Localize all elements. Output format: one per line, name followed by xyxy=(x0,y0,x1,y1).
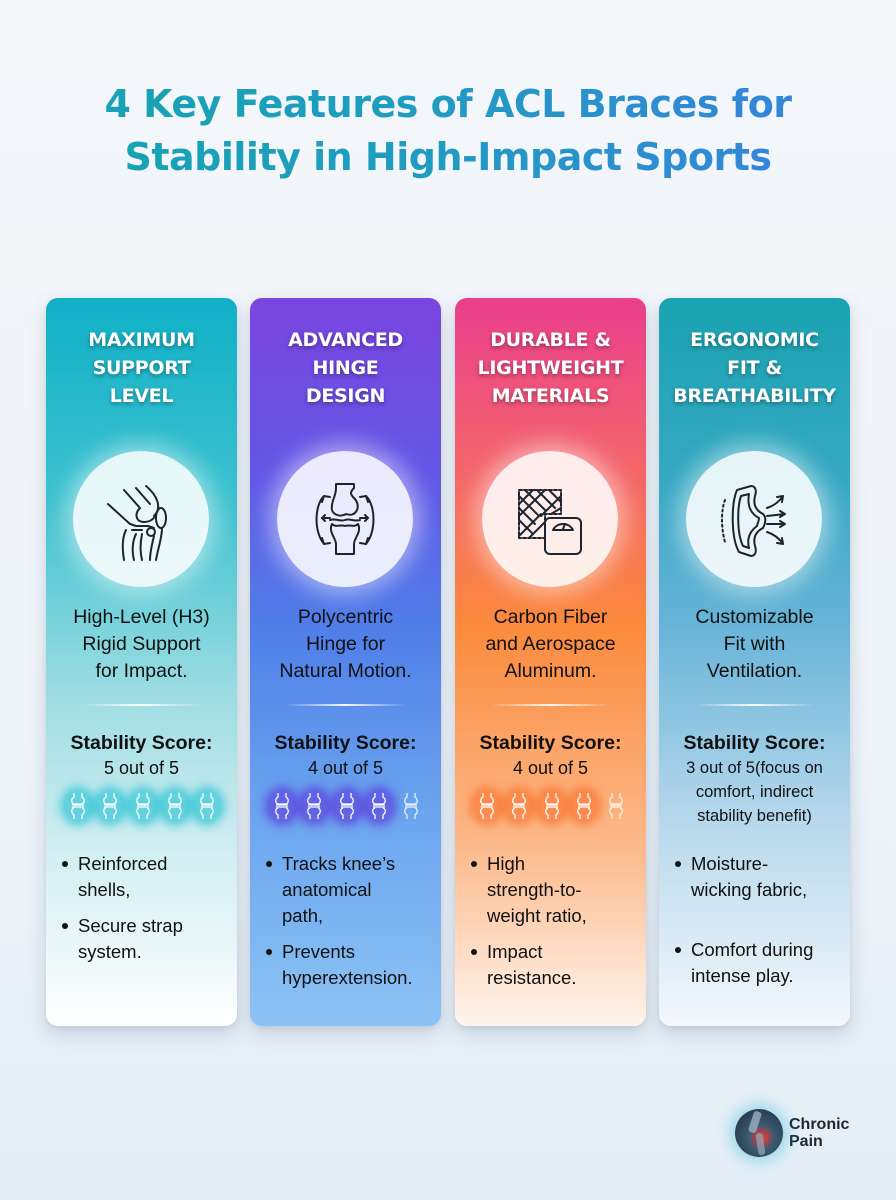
stability-score-value: 4 out of 5 xyxy=(307,758,384,778)
card-title: DURABLE & LIGHTWEIGHT MATERIALS xyxy=(477,329,624,407)
feature-description: Carbon Fiber and Aerospace Aluminum. xyxy=(485,606,616,682)
bullet-item: Comfort during intense play. xyxy=(673,937,848,989)
knee-pain-logo-icon xyxy=(735,1109,783,1157)
title-line-1: 4 Key Features of ACL Braces for xyxy=(104,82,792,126)
card-title: ADVANCED HINGE DESIGN xyxy=(288,329,403,407)
joint-rating-icon-filled xyxy=(506,791,533,821)
feature-bullet-list: Moisture- wicking fabric, Comfort during… xyxy=(673,851,848,999)
bullet-item: High strength-to- weight ratio, xyxy=(469,851,644,929)
joint-rating-icon-filled xyxy=(269,791,295,821)
divider xyxy=(81,704,202,706)
brand-name: Chronic Pain xyxy=(789,1116,850,1150)
icon-badge xyxy=(686,451,822,587)
brand-logo: Chronic Pain xyxy=(735,1108,849,1158)
card-title: MAXIMUM SUPPORT LEVEL xyxy=(88,329,195,407)
stability-score-value: 5 out of 5 xyxy=(103,758,180,778)
icon-badge xyxy=(277,451,413,587)
feature-card-materials: DURABLE & LIGHTWEIGHT MATERIALS Carbon F… xyxy=(455,298,646,1026)
stability-score-label: Stability Score: xyxy=(479,732,622,754)
page-title: 4 Key Features of ACL Braces for Stabili… xyxy=(0,78,896,184)
joint-rating-icon-filled xyxy=(538,791,565,821)
feature-description: Polycentric Hinge for Natural Motion. xyxy=(279,606,412,682)
bullet-item: Moisture- wicking fabric, xyxy=(673,851,848,903)
joint-rating-icon-filled xyxy=(129,791,156,821)
joint-rating-icon-filled xyxy=(474,791,500,821)
joint-rating-icon-filled xyxy=(365,791,392,821)
feature-bullet-list: High strength-to- weight ratio, Impact r… xyxy=(469,851,644,1001)
joint-rating-icon-filled xyxy=(333,791,360,821)
bullet-item: Prevents hyperextension. xyxy=(264,939,439,991)
bullet-item: Tracks knee’s anatomical path, xyxy=(264,851,439,929)
joint-rating-icon-filled xyxy=(65,791,91,821)
icon-badge xyxy=(482,451,618,587)
stability-score-value: 3 out of 5(focus on comfort, indirect st… xyxy=(686,759,823,825)
stability-score-label: Stability Score: xyxy=(70,732,213,754)
joint-rating-icon-filled xyxy=(97,791,124,821)
joint-rating-icon-filled xyxy=(570,791,597,821)
divider xyxy=(285,704,406,706)
feature-card-ergonomic-fit: ERGONOMIC FIT & BREATHABILITY Customizab… xyxy=(659,298,850,1026)
title-line-2: Stability in High-Impact Sports xyxy=(124,135,772,179)
card-title: ERGONOMIC FIT & BREATHABILITY xyxy=(673,329,836,407)
joint-rating-icon-filled xyxy=(301,791,328,821)
divider xyxy=(490,704,611,706)
feature-card-hinge-design: ADVANCED HINGE DESIGN Polycentric Hinge … xyxy=(250,298,441,1026)
stability-rating xyxy=(269,791,424,821)
carbon-fiber-scale-icon xyxy=(518,489,582,555)
feature-card-maximum-support: MAXIMUM SUPPORT LEVEL High-Level (H3) Ri… xyxy=(46,298,237,1026)
feature-cards: MAXIMUM SUPPORT LEVEL High-Level (H3) Ri… xyxy=(46,298,850,1026)
stability-score-value: 4 out of 5 xyxy=(512,758,589,778)
stability-score-label: Stability Score: xyxy=(683,732,826,754)
stability-rating xyxy=(65,791,220,821)
knee-joint-icon xyxy=(107,485,167,561)
feature-description: Customizable Fit with Ventilation. xyxy=(695,606,814,682)
divider xyxy=(694,704,815,706)
feature-bullet-list: Reinforced shells, Secure strap system. xyxy=(60,851,235,975)
stability-score-label: Stability Score: xyxy=(274,732,417,754)
feature-description: High-Level (H3) Rigid Support for Impact… xyxy=(73,606,210,682)
joint-rating-icon-filled xyxy=(194,791,220,821)
icon-badge xyxy=(73,451,209,587)
bullet-item: Secure strap system. xyxy=(60,913,235,965)
stability-rating xyxy=(474,791,629,821)
feature-bullet-list: Tracks knee’s anatomical path, Prevents … xyxy=(264,851,439,1001)
joint-rating-icon-filled xyxy=(161,791,188,821)
breathable-pad-icon xyxy=(721,485,786,557)
hinge-rotation-icon xyxy=(315,483,375,555)
joint-rating-icon-empty xyxy=(398,791,424,821)
joint-rating-icon-empty xyxy=(603,791,629,821)
bullet-item: Reinforced shells, xyxy=(60,851,235,903)
bullet-item: Impact resistance. xyxy=(469,939,644,991)
